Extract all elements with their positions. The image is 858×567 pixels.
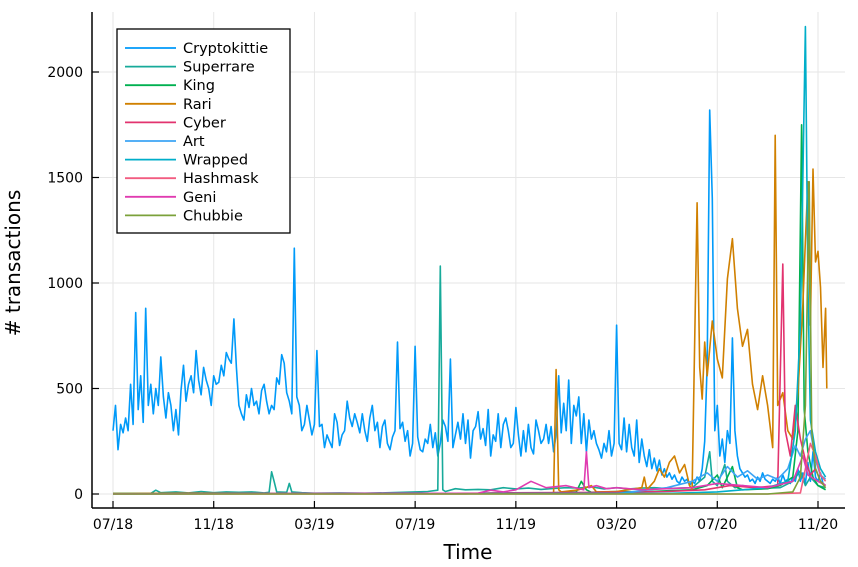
legend-label: King	[183, 78, 215, 94]
series-line-art	[112, 429, 827, 495]
x-tick-label: 07/18	[93, 517, 133, 533]
legend-item: Geni	[125, 190, 216, 206]
legend-item: Superrare	[125, 60, 255, 76]
y-tick-label: 0	[74, 487, 83, 503]
legend-box	[116, 28, 291, 234]
x-tick-label: 03/20	[596, 517, 636, 533]
legend-label: Chubbie	[183, 208, 243, 224]
legend-item: Cyber	[125, 115, 226, 131]
y-axis-ticks: 0 500 1000 1500 2000	[47, 65, 99, 503]
legend-label: Hashmask	[183, 171, 259, 187]
legend-item: King	[125, 78, 215, 94]
legend-item: Rari	[125, 97, 212, 113]
x-tick-label: 11/19	[496, 517, 536, 533]
legend-items: Cryptokittie Superrare King Rari Cyber Art Wra…	[125, 41, 268, 224]
legend: Cryptokittie Superrare King Rari Cyber Art Wra…	[116, 28, 291, 234]
series-line-chubbie	[113, 180, 827, 495]
grid-lines	[92, 12, 845, 508]
legend-label: Superrare	[183, 60, 255, 76]
legend-label: Cryptokittie	[183, 41, 268, 57]
legend-label: Geni	[183, 190, 216, 206]
legend-item: Wrapped	[125, 153, 248, 169]
series-line-cyber	[113, 263, 827, 495]
x-tick-label: 11/20	[798, 517, 838, 533]
legend-label: Rari	[183, 97, 212, 113]
x-tick-label: 07/19	[395, 517, 435, 533]
x-axis-ticks: 07/18 11/18 03/19 07/19 11/19 03/20 07/20 11/20	[93, 501, 838, 533]
legend-label: Cyber	[183, 115, 226, 131]
legend-item: Art	[125, 134, 205, 150]
legend-label: Wrapped	[183, 153, 248, 169]
x-tick-label: 07/20	[697, 517, 737, 533]
y-tick-label: 500	[56, 382, 83, 398]
legend-label: Art	[183, 134, 205, 150]
x-tick-label: 11/18	[194, 517, 234, 533]
legend-item: Chubbie	[125, 208, 243, 224]
x-axis-title: Time	[443, 540, 493, 564]
legend-item: Hashmask	[125, 171, 259, 187]
axes	[91, 12, 845, 509]
y-tick-label: 2000	[47, 65, 83, 81]
y-axis-title: # transactions	[1, 190, 25, 337]
series-line-rari	[112, 134, 828, 495]
y-tick-label: 1000	[47, 276, 83, 292]
series-lines	[112, 25, 828, 495]
legend-item: Cryptokittie	[125, 41, 268, 57]
series-line-king	[113, 124, 826, 495]
series-line-geni	[112, 451, 826, 495]
y-tick-label: 1500	[47, 171, 83, 187]
x-tick-label: 03/19	[294, 517, 334, 533]
series-line-wrapped	[112, 25, 827, 495]
